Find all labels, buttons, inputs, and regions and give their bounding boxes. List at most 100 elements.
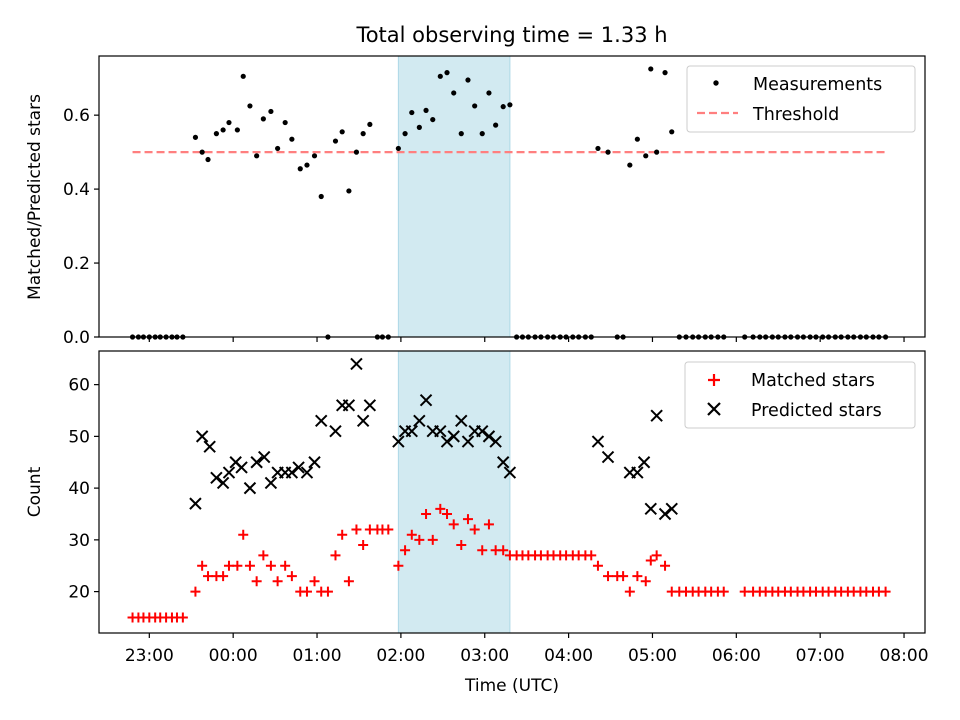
matched-stars-point	[462, 514, 473, 525]
predicted-stars-point	[476, 424, 489, 438]
predicted-stars-point	[222, 466, 236, 479]
measurement-point	[605, 149, 611, 155]
predicted-stars-point	[405, 424, 418, 438]
legend-measurements-marker	[713, 80, 719, 86]
measurement-point	[395, 145, 401, 152]
matched-stars-point	[223, 560, 234, 571]
measurement-point	[472, 103, 478, 109]
matched-stars-point	[618, 571, 629, 582]
x-tick-label: 05:00	[628, 646, 677, 666]
predicted-stars-point	[658, 507, 672, 521]
matched-stars-point	[632, 571, 643, 582]
matched-stars-point	[435, 503, 446, 514]
measurement-point	[643, 153, 649, 159]
predicted-stars-point	[243, 481, 257, 495]
matched-stars-point	[483, 519, 494, 530]
predicted-stars-point	[631, 466, 644, 479]
predicted-stars-point	[342, 399, 356, 412]
matched-stars-point	[393, 560, 404, 571]
predicted-stars-point	[308, 456, 321, 469]
series-predicted-stars	[189, 357, 678, 521]
bottom-panel: Count 20 30 40 50 60 23:00 00:00 01:00 02:00 03:0…	[25, 350, 929, 666]
predicted-stars-point	[644, 502, 657, 516]
x-tick-label: 02:00	[376, 646, 425, 666]
matched-stars-point	[244, 560, 255, 571]
measurement-point	[500, 104, 506, 110]
matched-stars-point	[442, 508, 453, 519]
y-tick-label: 40	[68, 479, 90, 499]
measurement-point	[423, 107, 429, 113]
matched-stars-point	[238, 529, 249, 540]
x-tick-label: 04:00	[544, 646, 593, 666]
predicted-stars-point	[257, 450, 271, 464]
measurement-point	[311, 153, 318, 159]
matched-stars-point	[427, 534, 438, 545]
legend-measurements-label: Measurements	[753, 75, 882, 95]
predicted-stars-point	[264, 476, 278, 490]
predicted-stars-point	[285, 466, 299, 479]
measurement-point	[595, 145, 601, 152]
legend-matched-marker	[708, 374, 720, 386]
matched-stars-point	[343, 576, 354, 587]
predicted-stars-point	[203, 440, 216, 453]
measurement-point	[192, 134, 199, 140]
predicted-stars-point	[455, 414, 468, 428]
matched-stars-point	[330, 550, 341, 561]
measurement-point	[360, 131, 366, 137]
measurement-point	[297, 166, 303, 172]
x-axis-label: Time (UTC)	[464, 676, 559, 696]
measurement-point	[402, 131, 408, 137]
measurement-point	[213, 131, 220, 137]
matched-stars-point	[265, 560, 276, 571]
measurement-point	[634, 136, 640, 142]
legend-predicted-marker	[707, 402, 721, 416]
predicted-stars-point	[216, 476, 230, 490]
matched-stars-point	[739, 586, 750, 597]
matched-stars-point	[190, 586, 201, 597]
matched-stars-point	[309, 576, 320, 587]
measurement-point	[479, 131, 485, 137]
top-y-axis-label: Matched/Predicted stars	[25, 94, 45, 300]
predicted-stars-point	[591, 435, 605, 448]
predicted-stars-point	[650, 409, 663, 422]
x-tick-label: 00:00	[209, 646, 258, 666]
x-tick-label: 07:00	[796, 646, 845, 666]
measurement-point	[669, 129, 675, 135]
measurement-point	[240, 73, 246, 79]
chart-title: Total observing time = 1.33 h	[355, 23, 667, 47]
matched-stars-point	[640, 576, 651, 587]
observing-window-shade	[398, 351, 510, 633]
measurement-point	[220, 127, 226, 133]
matched-stars-point	[358, 540, 369, 551]
y-tick-label: 60	[68, 376, 90, 396]
predicted-stars-point	[413, 414, 426, 428]
predicted-stars-point	[503, 466, 517, 479]
y-tick-label: 0.4	[63, 180, 90, 200]
matched-stars-point	[603, 571, 614, 582]
measurement-point	[507, 102, 513, 108]
measurement-point	[437, 73, 443, 79]
measurement-point	[268, 108, 274, 115]
x-tick-label: 03:00	[460, 646, 509, 666]
matched-stars-point	[586, 550, 597, 561]
predicted-stars-point	[363, 399, 377, 412]
matched-stars-point	[280, 560, 291, 571]
predicted-stars-point	[235, 461, 248, 474]
measurement-point	[304, 162, 310, 168]
matched-stars-point	[337, 529, 348, 540]
matched-stars-point	[301, 586, 312, 597]
predicted-stars-point	[447, 430, 460, 443]
matched-stars-point	[421, 508, 432, 519]
predicted-stars-point	[300, 466, 314, 479]
matched-stars-point	[232, 560, 243, 571]
measurement-point	[205, 156, 211, 163]
measurement-point	[409, 109, 415, 116]
predicted-stars-point	[665, 502, 678, 516]
top-legend: Measurements Threshold	[686, 65, 916, 133]
matched-stars-point	[258, 550, 269, 561]
measurement-point	[275, 145, 281, 152]
predicted-stars-point	[250, 456, 263, 469]
top-legend-box	[686, 65, 916, 133]
matched-stars-point	[406, 529, 417, 540]
